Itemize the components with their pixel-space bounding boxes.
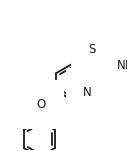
Text: NH$_2$: NH$_2$ (116, 58, 127, 74)
Text: S: S (88, 43, 96, 56)
Text: O: O (37, 98, 46, 111)
Text: N: N (83, 86, 92, 99)
